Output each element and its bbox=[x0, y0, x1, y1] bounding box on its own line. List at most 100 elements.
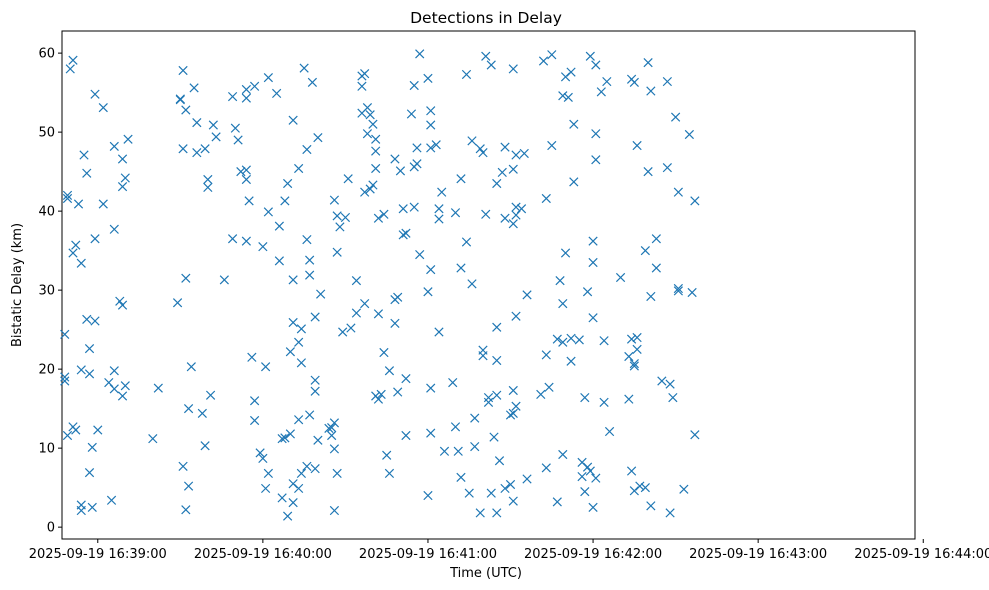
data-point bbox=[249, 396, 260, 406]
data-point bbox=[426, 264, 436, 275]
data-point bbox=[492, 178, 502, 189]
data-point bbox=[87, 442, 97, 452]
y-tick-label: 40 bbox=[38, 205, 55, 220]
data-point bbox=[219, 275, 229, 285]
data-point bbox=[76, 258, 86, 268]
data-point bbox=[505, 410, 516, 420]
data-point bbox=[241, 236, 251, 246]
data-point bbox=[393, 387, 403, 397]
data-point bbox=[582, 287, 593, 297]
data-point bbox=[203, 182, 213, 193]
data-point bbox=[448, 377, 458, 388]
y-axis-ticks: 0 10 20 30 40 50 60 bbox=[38, 47, 62, 536]
data-point bbox=[227, 91, 238, 102]
data-point bbox=[186, 362, 196, 372]
data-point bbox=[596, 87, 606, 97]
data-point bbox=[192, 118, 202, 128]
data-point bbox=[294, 337, 304, 347]
data-point bbox=[544, 382, 554, 392]
data-point bbox=[426, 428, 436, 438]
data-point bbox=[615, 272, 626, 283]
data-point bbox=[409, 80, 419, 91]
data-point bbox=[412, 159, 422, 169]
data-point bbox=[599, 336, 609, 346]
data-point bbox=[368, 119, 378, 129]
data-point bbox=[79, 150, 89, 160]
y-tick-label: 20 bbox=[38, 363, 55, 378]
data-point bbox=[384, 366, 395, 376]
data-point bbox=[305, 270, 315, 280]
data-point bbox=[313, 435, 323, 445]
data-point bbox=[115, 296, 125, 306]
data-point bbox=[574, 335, 584, 345]
data-point bbox=[632, 332, 642, 343]
data-point bbox=[310, 464, 320, 474]
data-point bbox=[277, 493, 287, 503]
data-point bbox=[626, 466, 637, 476]
data-point bbox=[563, 92, 573, 102]
data-point bbox=[329, 418, 340, 428]
data-point bbox=[283, 511, 293, 521]
data-point bbox=[332, 211, 342, 221]
data-point bbox=[302, 461, 312, 471]
data-point bbox=[547, 140, 557, 151]
data-point bbox=[558, 337, 568, 347]
data-point bbox=[84, 468, 95, 478]
data-point bbox=[343, 174, 353, 184]
x-tick-label: 2025-09-19 16:42:00 bbox=[524, 547, 662, 562]
data-point bbox=[585, 51, 595, 61]
data-point bbox=[272, 88, 282, 99]
data-point bbox=[453, 446, 463, 456]
data-point bbox=[558, 298, 568, 309]
data-point bbox=[486, 488, 496, 498]
x-axis-ticks: 2025-09-19 16:39:00 2025-09-19 16:40:00 20… bbox=[29, 539, 989, 562]
data-point bbox=[409, 202, 419, 212]
y-tick-label: 30 bbox=[38, 284, 55, 299]
data-point bbox=[626, 334, 637, 344]
data-point bbox=[310, 375, 320, 385]
data-point bbox=[288, 498, 298, 508]
data-point bbox=[492, 508, 502, 518]
data-point bbox=[577, 471, 587, 482]
data-point bbox=[665, 508, 675, 518]
data-point bbox=[62, 430, 73, 441]
data-point bbox=[117, 300, 128, 310]
data-point bbox=[310, 312, 320, 322]
data-point bbox=[241, 84, 251, 95]
data-point bbox=[148, 434, 158, 444]
data-point bbox=[373, 394, 384, 404]
data-point bbox=[71, 240, 81, 250]
data-point bbox=[351, 308, 362, 318]
data-point bbox=[580, 392, 590, 403]
data-point bbox=[483, 392, 494, 403]
data-point bbox=[423, 73, 433, 84]
data-point bbox=[423, 490, 433, 501]
x-tick-label: 2025-09-19 16:43:00 bbox=[689, 547, 827, 562]
data-point bbox=[662, 163, 672, 173]
data-point bbox=[475, 144, 485, 154]
data-point bbox=[371, 134, 381, 144]
data-point bbox=[329, 505, 340, 516]
data-point bbox=[365, 110, 375, 120]
data-point bbox=[492, 322, 502, 332]
data-point bbox=[117, 154, 128, 164]
data-point bbox=[362, 103, 373, 113]
data-point bbox=[426, 383, 436, 393]
data-point bbox=[76, 505, 86, 516]
data-point bbox=[183, 481, 194, 491]
data-point bbox=[296, 468, 307, 479]
data-point bbox=[673, 187, 683, 197]
data-point bbox=[481, 51, 491, 61]
data-point bbox=[351, 276, 362, 286]
data-point bbox=[635, 481, 645, 491]
data-point bbox=[205, 390, 216, 400]
data-point bbox=[500, 483, 510, 494]
data-point bbox=[560, 248, 571, 258]
data-point bbox=[249, 81, 260, 91]
data-point bbox=[632, 140, 642, 151]
data-point bbox=[360, 298, 370, 309]
data-point bbox=[591, 155, 601, 165]
data-point bbox=[71, 425, 81, 435]
data-point bbox=[588, 257, 598, 268]
data-point bbox=[360, 187, 370, 197]
